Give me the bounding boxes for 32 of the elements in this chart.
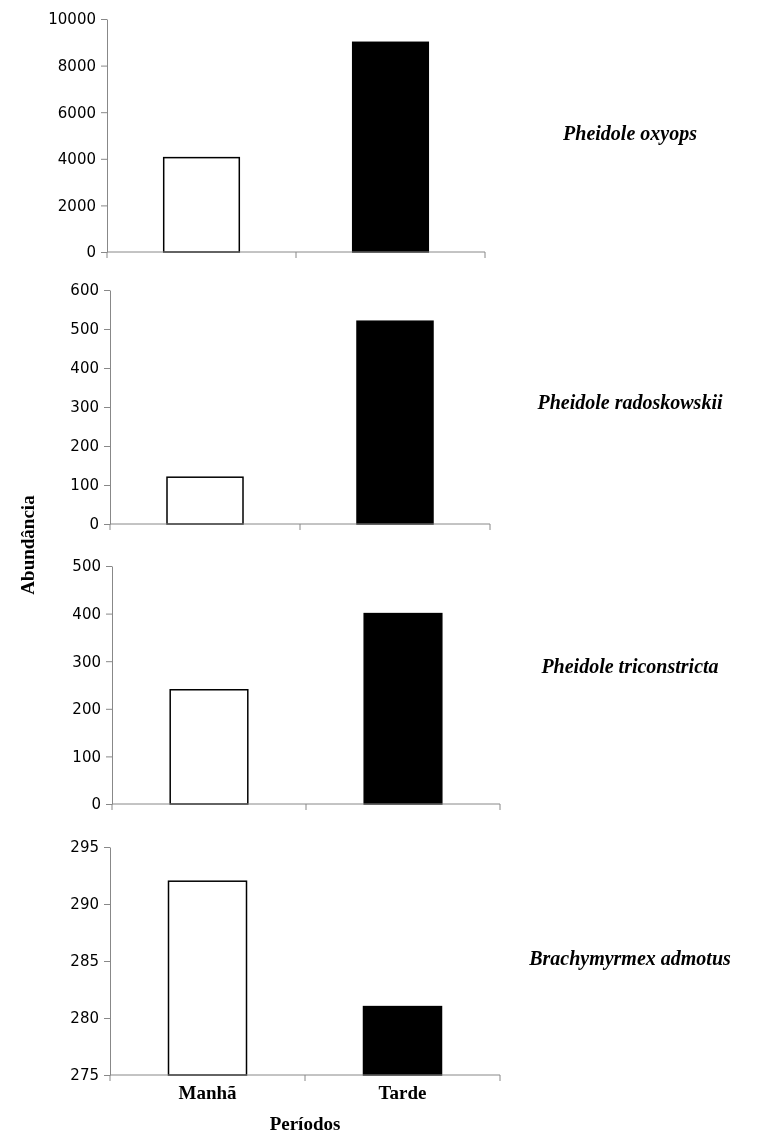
y-tick-label: 100	[70, 476, 99, 495]
x-tick-label: Tarde	[378, 1082, 427, 1103]
x-tick-label: Manhã	[178, 1082, 238, 1103]
y-tick-label: 290	[70, 895, 99, 914]
y-tick-label: 280	[70, 1009, 99, 1028]
y-tick-label: 500	[70, 320, 99, 339]
text: Pheidole radoskowskii	[536, 391, 723, 413]
y-tick-label: 295	[70, 838, 99, 857]
y-tick-label: 0	[86, 243, 96, 262]
y-tick-label: 6000	[57, 103, 96, 122]
y-tick-label: 200	[72, 700, 101, 719]
y-tick-label: 0	[89, 515, 99, 534]
y-tick-label: 275	[70, 1066, 99, 1085]
y-tick-label: 400	[70, 359, 99, 378]
y-axis-title: Abundância	[17, 494, 38, 595]
y-tick-label: 285	[70, 952, 99, 971]
y-tick-label: 300	[72, 652, 101, 671]
text: Brachymyrmex admotus	[528, 947, 732, 970]
y-tick-label: 300	[70, 398, 99, 417]
y-tick-label: 10000	[48, 10, 96, 29]
text: Pheidole oxyops	[562, 122, 698, 145]
text: Pheidole triconstricta	[540, 655, 719, 677]
x-axis-title: Períodos	[269, 1113, 341, 1134]
y-tick-label: 400	[72, 604, 101, 623]
y-tick-label: 2000	[57, 196, 96, 215]
y-tick-label: 100	[72, 747, 101, 766]
y-tick-label: 0	[91, 795, 101, 814]
y-tick-label: 600	[70, 281, 99, 300]
y-tick-label: 4000	[57, 150, 96, 169]
y-tick-label: 200	[70, 437, 99, 456]
y-tick-label: 8000	[57, 56, 96, 75]
y-tick-label: 500	[72, 557, 101, 576]
